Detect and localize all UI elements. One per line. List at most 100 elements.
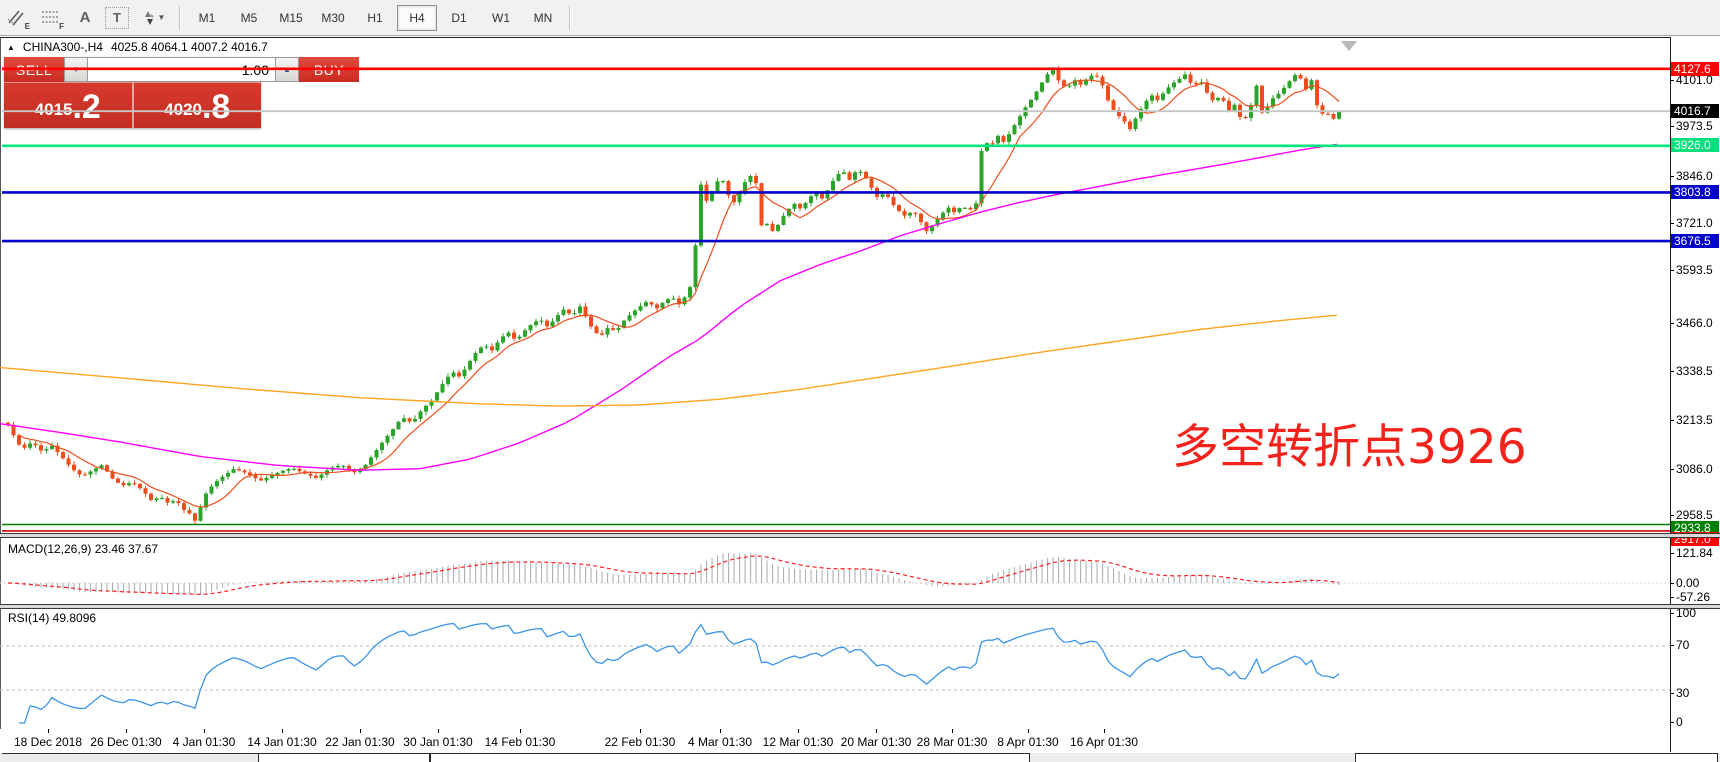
price-label-3086.0: 3086.0 bbox=[1676, 462, 1713, 476]
price-label-3213.5: 3213.5 bbox=[1676, 413, 1713, 427]
date-tick bbox=[126, 729, 127, 733]
axis-tick bbox=[1670, 613, 1674, 614]
rsi-title: RSI(14) 49.8096 bbox=[8, 611, 97, 625]
macd-chart[interactable] bbox=[0, 538, 1670, 604]
date-label: 4 Jan 01:30 bbox=[172, 735, 236, 749]
symbol-ohlc-line: ▲ CHINA300-,H4 4025.8 4064.1 4007.2 4016… bbox=[7, 40, 268, 54]
date-label: 12 Mar 01:30 bbox=[762, 735, 834, 749]
date-label: 14 Feb 01:30 bbox=[484, 735, 556, 749]
price-label-3846.0: 3846.0 bbox=[1676, 169, 1713, 183]
timeframe-mn[interactable]: MN bbox=[533, 10, 553, 25]
date-tick bbox=[520, 729, 521, 733]
price-label-3593.5: 3593.5 bbox=[1676, 263, 1713, 277]
price-label-121.84: 121.84 bbox=[1676, 546, 1713, 560]
fibonacci-tool-button[interactable]: F bbox=[37, 5, 65, 31]
sell-price-frac: .2 bbox=[72, 88, 101, 126]
date-tick bbox=[282, 729, 283, 733]
macd-signal-line bbox=[7, 555, 1340, 595]
axis-tick bbox=[1670, 583, 1674, 584]
timeframe-d1[interactable]: D1 bbox=[451, 10, 467, 25]
price-badge-2933.8: 2933.8 bbox=[1671, 521, 1719, 535]
axis-tick bbox=[1670, 126, 1674, 127]
rsi-pane-divider[interactable] bbox=[0, 604, 1720, 609]
axis-tick bbox=[1670, 515, 1674, 516]
price-badge-3926.0: 3926.0 bbox=[1671, 138, 1719, 152]
strip-box bbox=[430, 753, 1030, 762]
date-label: 22 Feb 01:30 bbox=[604, 735, 676, 749]
timeframe-m15[interactable]: M15 bbox=[279, 10, 303, 25]
date-label: 14 Jan 01:30 bbox=[247, 735, 317, 749]
timeframe-h4[interactable]: H4 bbox=[397, 4, 437, 31]
time-axis[interactable]: 18 Dec 2018 26 Dec 01:30 4 Jan 01:30 14 Jan… bbox=[0, 729, 1670, 753]
sell-price-button[interactable]: 4015 .2 bbox=[4, 83, 134, 128]
collapse-icon[interactable]: ▲ bbox=[7, 42, 15, 52]
timeframe-m30[interactable]: M30 bbox=[321, 10, 345, 25]
date-tick bbox=[48, 729, 49, 733]
main-chart[interactable] bbox=[0, 55, 1670, 533]
axis-tick bbox=[1670, 420, 1674, 421]
strip-box bbox=[1355, 753, 1718, 762]
terminal-strip bbox=[0, 753, 1720, 762]
chart-frame-top bbox=[0, 37, 1671, 38]
candles bbox=[6, 66, 1341, 525]
timeframe-w1[interactable]: W1 bbox=[492, 10, 510, 25]
axis-tick bbox=[1670, 469, 1674, 470]
tool-sub-label: E bbox=[24, 21, 30, 31]
price-badge-4016.7: 4016.7 bbox=[1671, 104, 1719, 118]
date-tick bbox=[1028, 729, 1029, 733]
axis-tick bbox=[1670, 722, 1674, 723]
timeframe-m5[interactable]: M5 bbox=[240, 10, 258, 25]
buy-price-frac: .8 bbox=[201, 88, 231, 126]
axis-tick bbox=[1670, 80, 1674, 81]
macd-histogram bbox=[7, 553, 1340, 596]
date-tick bbox=[360, 729, 361, 733]
fibonacci-icon bbox=[42, 10, 58, 23]
axis-tick bbox=[1670, 597, 1674, 598]
price-axis[interactable]: 4127.6 4101.0 4016.7 3973.5 3926.0 3846.0 3803… bbox=[1670, 38, 1720, 752]
date-tick bbox=[204, 729, 205, 733]
text-label-tool-button[interactable]: T bbox=[105, 6, 129, 29]
date-label: 30 Jan 01:30 bbox=[403, 735, 473, 749]
axis-tick bbox=[1670, 223, 1674, 224]
ohlc-values: 4025.8 4064.1 4007.2 4016.7 bbox=[110, 40, 268, 54]
buy-price-main: 4020 bbox=[164, 100, 202, 119]
timeframe-h1[interactable]: H1 bbox=[367, 10, 383, 25]
date-label: 28 Mar 01:30 bbox=[916, 735, 988, 749]
toolbar: E F A T ▼ M1 M5 M15 M30 H1 H4 D1 W1 MN bbox=[0, 0, 1720, 36]
tool-sub-label: F bbox=[59, 21, 64, 31]
text-tool-button[interactable]: A bbox=[79, 9, 91, 26]
price-label-100: 100 bbox=[1676, 606, 1697, 620]
channel-icon bbox=[7, 10, 24, 25]
strip-box bbox=[258, 753, 430, 762]
price-label-3338.5: 3338.5 bbox=[1676, 364, 1713, 378]
toolbar-separator bbox=[569, 5, 571, 30]
equidistant-channel-tool-button[interactable]: E bbox=[3, 5, 31, 31]
moving-averages bbox=[0, 79, 1340, 508]
axis-tick bbox=[1670, 553, 1674, 554]
buy-price-button[interactable]: 4020 .8 bbox=[133, 83, 261, 128]
price-badge-3803.8: 3803.8 bbox=[1671, 185, 1719, 199]
date-label: 20 Mar 01:30 bbox=[840, 735, 912, 749]
price-label-3973.5: 3973.5 bbox=[1676, 119, 1713, 133]
slow-ma bbox=[0, 314, 1338, 407]
chart-annotation-text: 多空转折点3926 bbox=[1172, 420, 1527, 475]
date-label: 8 Apr 01:30 bbox=[997, 735, 1059, 749]
macd-title: MACD(12,26,9) 23.46 37.67 bbox=[8, 542, 159, 556]
arrows-tool-button[interactable]: ▼ bbox=[135, 5, 171, 31]
timeframe-m1[interactable]: M1 bbox=[198, 10, 216, 25]
macd-pane-divider[interactable] bbox=[0, 533, 1720, 538]
horizontal-lines bbox=[2, 67, 1670, 532]
date-tick bbox=[640, 729, 641, 733]
arrows-icon bbox=[144, 10, 154, 25]
chart-shift-marker-icon[interactable] bbox=[1341, 41, 1357, 51]
axis-tick bbox=[1670, 645, 1674, 646]
axis-tick bbox=[1670, 323, 1674, 324]
axis-tick bbox=[1670, 371, 1674, 372]
rsi-chart[interactable] bbox=[0, 608, 1670, 729]
strip-line bbox=[2, 753, 258, 754]
price-label-0.00: 0.00 bbox=[1676, 576, 1700, 590]
date-tick bbox=[720, 729, 721, 733]
dropdown-caret-icon: ▼ bbox=[157, 13, 166, 22]
sell-price-main: 4015 bbox=[34, 100, 73, 119]
